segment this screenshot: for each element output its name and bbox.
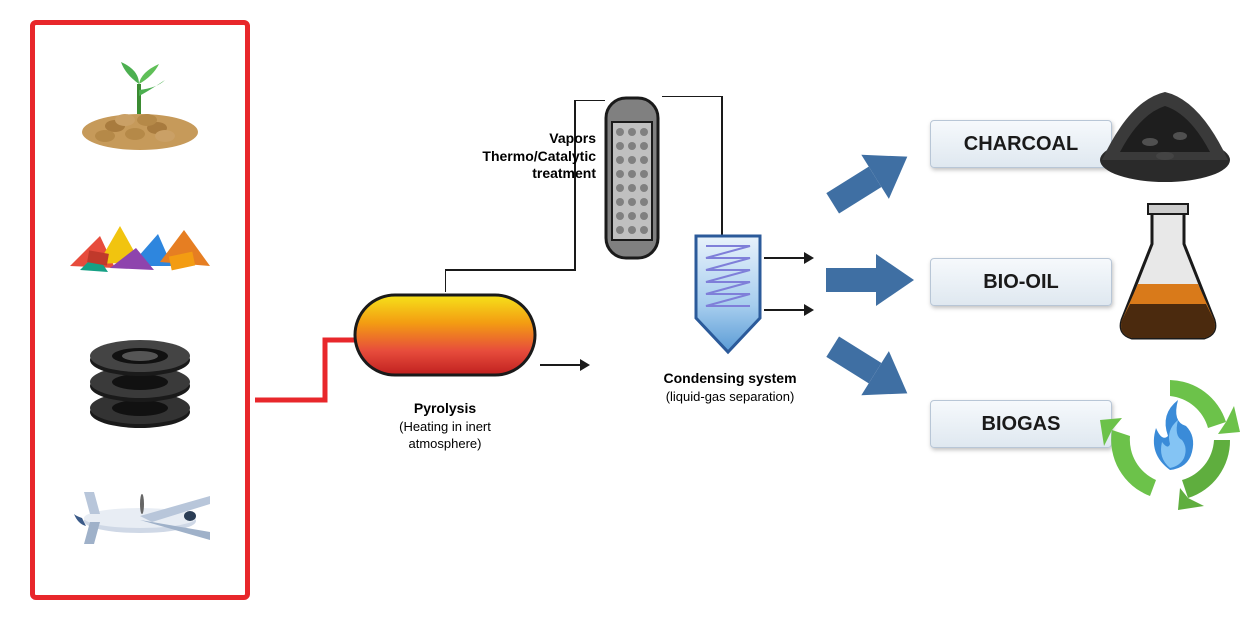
tires-icon xyxy=(60,324,220,434)
output-label-charcoal: CHARCOAL xyxy=(930,120,1112,168)
catalytic-l1: Vapors xyxy=(466,130,596,148)
condenser-subtitle: (liquid-gas separation) xyxy=(666,389,795,404)
biooil-text: BIO-OIL xyxy=(983,271,1059,294)
plastic-waste-icon xyxy=(60,186,220,296)
catalytic-label: Vapors Thermo/Catalytic treatment xyxy=(466,130,596,183)
catalytic-l3: treatment xyxy=(466,165,596,183)
catalytic-l2: Thermo/Catalytic xyxy=(466,148,596,166)
pyrolysis-reactor-icon xyxy=(345,285,545,395)
condenser-title: Condensing system xyxy=(645,370,815,388)
airplane-icon xyxy=(60,461,220,571)
solid-out-arrow xyxy=(540,355,590,375)
charcoal-pile-icon xyxy=(1090,70,1240,190)
pyrolysis-flow-diagram: Pyrolysis (Heating in inert atmosphere) … xyxy=(0,0,1246,630)
output-label-biogas: BIOGAS xyxy=(930,400,1112,448)
cond-out-2 xyxy=(764,300,814,320)
pyrolysis-subtitle: (Heating in inert atmosphere) xyxy=(399,419,491,452)
condenser-label: Condensing system (liquid-gas separation… xyxy=(645,370,815,405)
output-arrow-biooil xyxy=(820,250,920,310)
output-arrow-charcoal xyxy=(820,140,920,220)
biomass-pellets-icon xyxy=(60,49,220,159)
catalytic-column-icon xyxy=(596,88,668,268)
charcoal-text: CHARCOAL xyxy=(964,133,1078,156)
output-label-biooil: BIO-OIL xyxy=(930,258,1112,306)
output-arrow-biogas xyxy=(820,330,920,420)
recycle-flame-icon xyxy=(1100,370,1240,510)
cond-out-1 xyxy=(764,248,814,268)
vapor-line-2 xyxy=(662,96,762,246)
condenser-icon xyxy=(688,232,768,362)
pyrolysis-label: Pyrolysis (Heating in inert atmosphere) xyxy=(365,400,525,453)
feedstock-input-box xyxy=(30,20,250,600)
biogas-text: BIOGAS xyxy=(982,413,1061,436)
pyrolysis-title: Pyrolysis xyxy=(365,400,525,418)
flask-icon xyxy=(1108,200,1228,350)
